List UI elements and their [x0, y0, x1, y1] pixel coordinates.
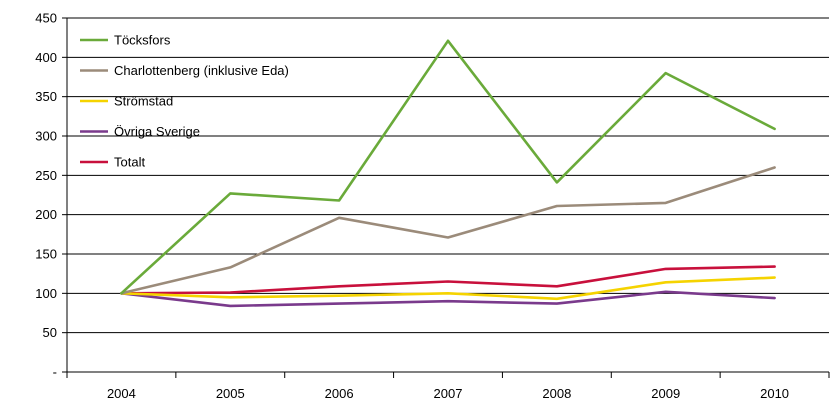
legend: Töcksfors Charlottenberg (inklusive Eda) S…: [80, 33, 289, 170]
series-line: [120, 290, 776, 308]
y-tick-label: 300: [35, 129, 57, 144]
series-lines: [120, 39, 776, 308]
legend-label: Töcksfors: [114, 33, 171, 48]
y-tick-label: 150: [35, 247, 57, 262]
x-tick-label: 2004: [107, 386, 136, 401]
legend-label: Övriga Sverige: [114, 124, 200, 139]
y-tick-label: 250: [35, 168, 57, 183]
series-line: [120, 39, 776, 295]
legend-label: Strömstad: [114, 94, 173, 109]
x-tick-label: 2005: [216, 386, 245, 401]
legend-label: Totalt: [114, 155, 145, 170]
y-tick-label: -: [53, 365, 57, 380]
y-tick-label: 50: [43, 325, 57, 340]
series-line: [120, 276, 776, 301]
y-tick-label: 450: [35, 11, 57, 26]
x-tick-label: 2008: [542, 386, 571, 401]
series-line: [120, 166, 776, 295]
axes: - 50 100 150 200 250 300 350 400 450 2004 2005 2006 2…: [35, 11, 830, 401]
y-tick-label: 200: [35, 207, 57, 222]
y-tick-label: 400: [35, 50, 57, 65]
series-line: [120, 265, 776, 295]
y-tick-label: 100: [35, 286, 57, 301]
x-tick-label: 2010: [760, 386, 789, 401]
y-tick-label: 350: [35, 89, 57, 104]
x-tick-label: 2007: [434, 386, 463, 401]
x-tick-label: 2009: [651, 386, 680, 401]
legend-label: Charlottenberg (inklusive Eda): [114, 63, 289, 78]
x-tick-label: 2006: [325, 386, 354, 401]
